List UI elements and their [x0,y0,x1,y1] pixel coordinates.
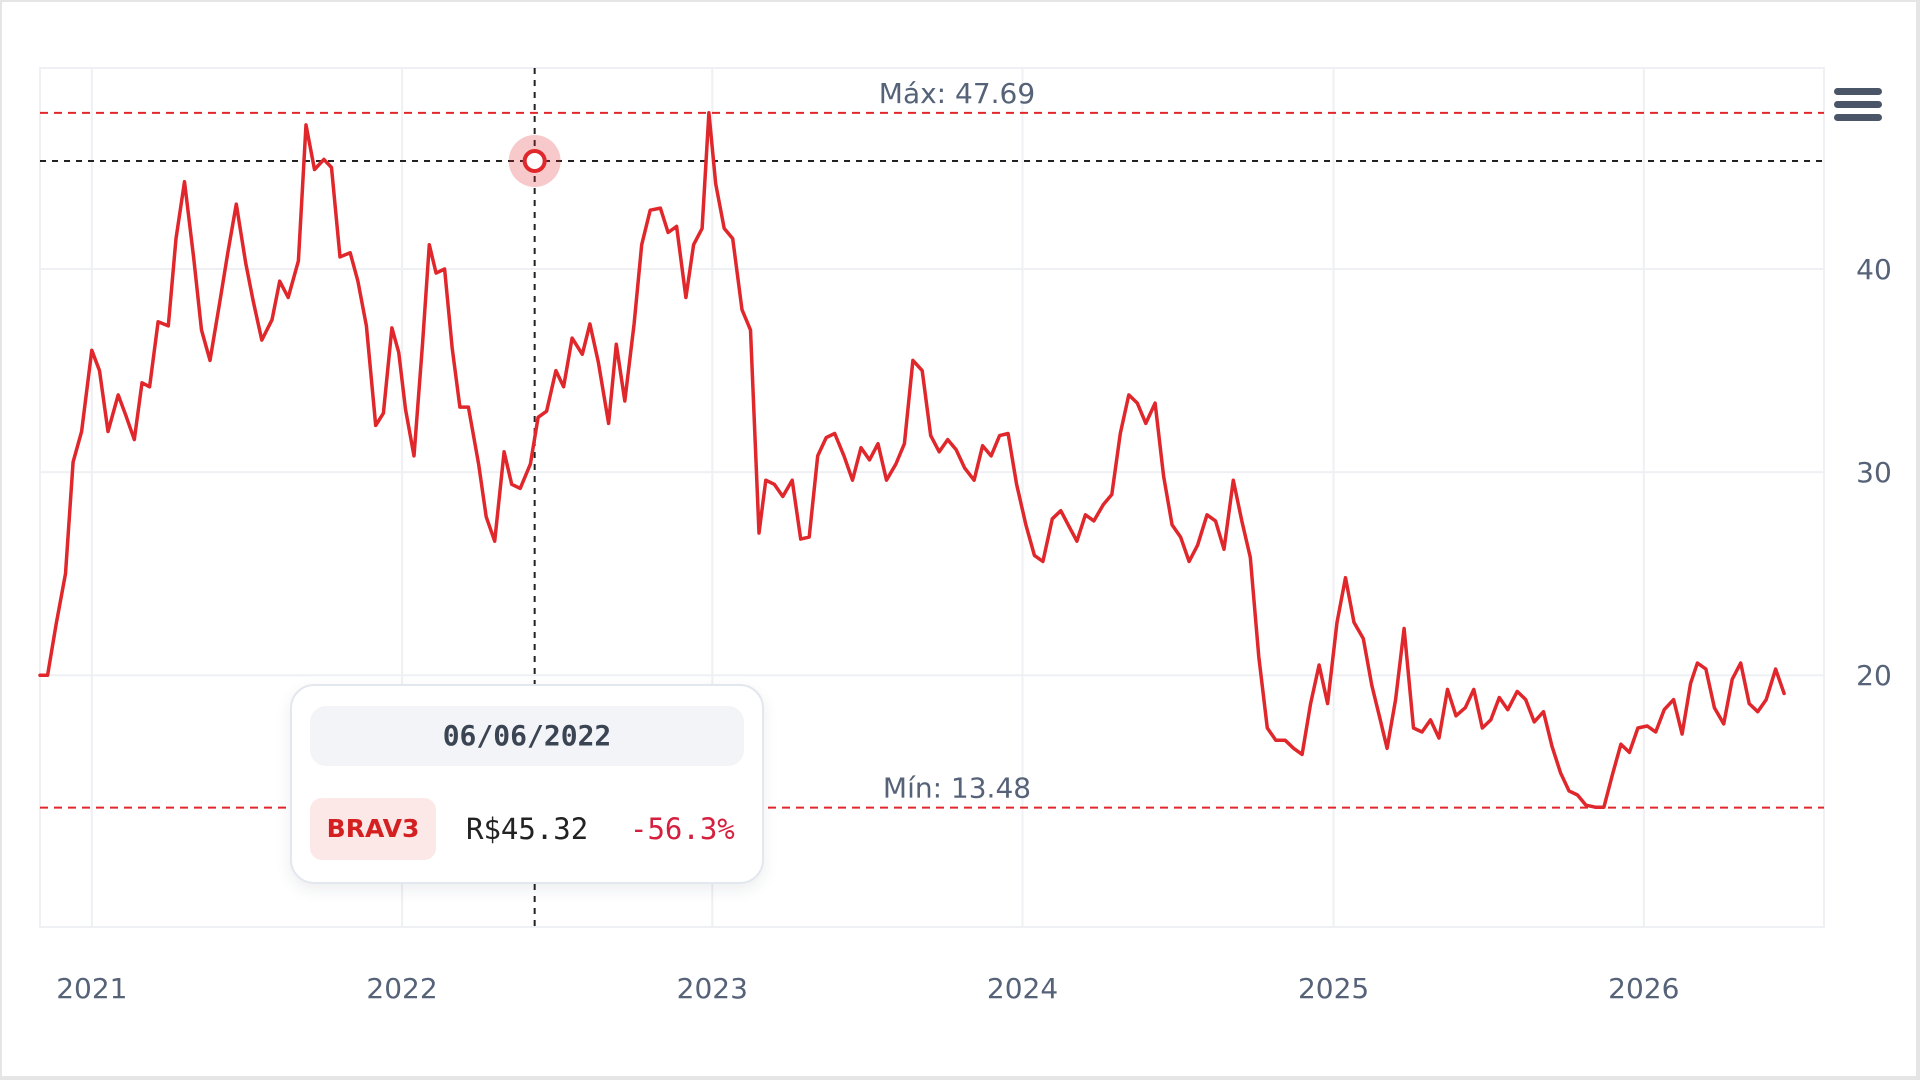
y-tick-label: 40 [1856,253,1892,286]
x-axis: 2021 2022 2023 2024 2025 2026 [56,972,1679,1005]
x-tick-label: 2021 [56,972,127,1005]
tooltip-change: -56.3% [630,812,735,846]
y-axis: 20 30 40 [1856,253,1892,692]
reference-label: Máx: 47.69 [879,77,1035,110]
tooltip-ticker-badge: BRAV3 [310,798,436,860]
menu-bar [1834,114,1882,121]
data-tooltip: 06/06/2022 BRAV3 R$45.32 -56.3% [290,684,764,884]
x-tick-label: 2022 [366,972,437,1005]
y-tick-label: 30 [1856,456,1892,489]
hamburger-menu-icon[interactable] [1834,88,1882,128]
crosshair [40,68,1824,927]
x-tick-label: 2026 [1608,972,1679,1005]
marker-point [522,149,547,174]
tooltip-price: R$45.32 [466,812,589,846]
reference-lines: Máx: 47.69 Mín: 13.48 [40,77,1824,809]
x-tick-label: 2023 [677,972,748,1005]
y-tick-label: 20 [1856,659,1892,692]
tooltip-date: 06/06/2022 [310,706,744,766]
reference-label: Mín: 13.48 [883,772,1031,805]
hover-marker [508,135,561,188]
x-tick-label: 2025 [1298,972,1369,1005]
price-line [38,110,1786,809]
x-tick-label: 2024 [987,972,1058,1005]
menu-bar [1834,88,1882,95]
menu-bar [1834,101,1882,108]
